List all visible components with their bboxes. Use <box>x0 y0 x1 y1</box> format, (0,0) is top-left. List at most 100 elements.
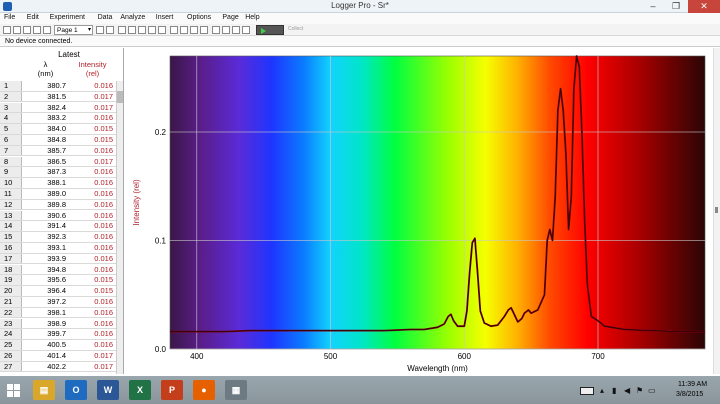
wavelength-cell[interactable]: 391.4 <box>47 221 66 231</box>
table-row[interactable]: 24 399.7 0.016 <box>0 329 116 341</box>
intensity-cell[interactable]: 0.016 <box>94 167 113 177</box>
table-row[interactable]: 1 380.7 0.016 <box>0 81 116 92</box>
wavelength-cell[interactable]: 384.8 <box>47 135 66 144</box>
table-row[interactable]: 25 400.5 0.016 <box>0 340 116 351</box>
maximize-button[interactable]: ❐ <box>671 1 681 11</box>
intensity-cell[interactable]: 0.016 <box>94 113 113 123</box>
open-file-icon[interactable] <box>13 26 21 34</box>
table-scroll-thumb[interactable] <box>117 91 123 103</box>
table-row[interactable]: 27 402.2 0.017 <box>0 361 116 373</box>
integral-icon[interactable] <box>190 26 198 34</box>
clock-date[interactable]: 3/8/2015 <box>676 391 704 398</box>
table-row[interactable]: 18 394.8 0.016 <box>0 264 116 276</box>
wavelength-cell[interactable]: 383.2 <box>47 113 66 123</box>
table-row[interactable]: 2 381.5 0.017 <box>0 91 116 103</box>
tangent-icon[interactable] <box>180 26 188 34</box>
keyboard-icon[interactable] <box>580 387 594 395</box>
volume-icon[interactable]: ◀ <box>624 386 631 395</box>
intensity-cell[interactable]: 0.016 <box>94 243 113 252</box>
autoscale-icon[interactable] <box>158 26 166 34</box>
powerpoint-icon[interactable]: P <box>161 380 183 400</box>
plot-area[interactable] <box>169 55 706 350</box>
table-row[interactable]: 11 389.0 0.016 <box>0 189 116 200</box>
examine-icon[interactable] <box>170 26 178 34</box>
wavelength-cell[interactable]: 398.1 <box>47 307 66 317</box>
chevron-up-icon[interactable]: ▴ <box>600 386 605 395</box>
menu-item-file[interactable]: File <box>4 14 16 21</box>
print-icon[interactable] <box>33 26 41 34</box>
table-row[interactable]: 15 392.3 0.016 <box>0 232 116 243</box>
wavelength-cell[interactable]: 398.9 <box>47 318 66 328</box>
windows-start-icon[interactable] <box>7 384 21 398</box>
wavelength-cell[interactable]: 397.2 <box>47 297 66 306</box>
wavelength-cell[interactable]: 385.7 <box>47 145 66 155</box>
table-row[interactable]: 16 393.1 0.016 <box>0 243 116 254</box>
intensity-cell[interactable]: 0.015 <box>94 275 113 285</box>
menu-item-insert[interactable]: Insert <box>155 14 174 21</box>
wavelength-cell[interactable]: 395.6 <box>47 275 66 285</box>
data-table[interactable]: Latest λ (nm) Intensity (rel) 1 380.7 0.016 2… <box>0 48 124 374</box>
wavelength-cell[interactable]: 392.3 <box>47 232 66 242</box>
intensity-cell[interactable]: 0.015 <box>94 286 113 296</box>
intensity-cell[interactable]: 0.016 <box>94 307 113 317</box>
intensity-cell[interactable]: 0.017 <box>94 102 113 112</box>
intensity-cell[interactable]: 0.017 <box>94 361 113 371</box>
menu-item-help[interactable]: Help <box>245 14 260 21</box>
curve-fit-icon[interactable] <box>222 26 230 34</box>
spectrum-graph[interactable]: 400 500 600 700 0.0 0.1 0.2 Wavelength (nm) In… <box>125 48 713 374</box>
table-row[interactable]: 7 385.7 0.016 <box>0 145 116 157</box>
table-row[interactable]: 13 390.6 0.016 <box>0 210 116 222</box>
intensity-cell[interactable]: 0.016 <box>94 178 113 188</box>
menu-item-experiment[interactable]: Experiment <box>49 14 85 21</box>
wavelength-cell[interactable]: 402.2 <box>47 361 66 371</box>
intensity-cell[interactable]: 0.015 <box>94 135 113 144</box>
wavelength-cell[interactable]: 387.3 <box>47 167 66 177</box>
table-row[interactable]: 5 384.0 0.015 <box>0 124 116 135</box>
column-header-intensity[interactable]: Intensity (rel) <box>69 60 116 78</box>
menu-item-page[interactable]: Page <box>222 14 239 21</box>
table-row[interactable]: 19 395.6 0.015 <box>0 275 116 287</box>
table-row[interactable]: 22 398.1 0.016 <box>0 307 116 319</box>
clock-time[interactable]: 11:39 AM <box>678 381 708 388</box>
wavelength-cell[interactable]: 394.8 <box>47 264 66 274</box>
table-row[interactable]: 26 401.4 0.017 <box>0 351 116 362</box>
table-row[interactable]: 9 387.3 0.016 <box>0 167 116 179</box>
intensity-cell[interactable]: 0.015 <box>94 124 113 134</box>
collect-button[interactable] <box>256 25 284 35</box>
wavelength-cell[interactable]: 399.7 <box>47 329 66 339</box>
table-row[interactable]: 20 396.4 0.015 <box>0 286 116 297</box>
intensity-cell[interactable]: 0.017 <box>94 351 113 360</box>
wavelength-cell[interactable]: 390.6 <box>47 210 66 220</box>
intensity-cell[interactable]: 0.017 <box>94 156 113 166</box>
column-header-wavelength[interactable]: λ (nm) <box>22 60 69 78</box>
table-row[interactable]: 10 388.1 0.016 <box>0 178 116 189</box>
data-table-icon[interactable] <box>118 26 126 34</box>
zoom-in-icon[interactable] <box>138 26 146 34</box>
intensity-cell[interactable]: 0.016 <box>94 189 113 198</box>
intensity-cell[interactable]: 0.016 <box>94 210 113 220</box>
word-icon[interactable]: W <box>97 380 119 400</box>
table-row[interactable]: 12 389.8 0.016 <box>0 199 116 211</box>
file-explorer-icon[interactable]: ▤ <box>33 380 55 400</box>
intensity-cell[interactable]: 0.016 <box>94 145 113 155</box>
intensity-cell[interactable]: 0.016 <box>94 297 113 306</box>
wavelength-cell[interactable]: 389.0 <box>47 189 66 198</box>
wavelength-cell[interactable]: 380.7 <box>47 81 66 90</box>
intensity-cell[interactable]: 0.016 <box>94 221 113 231</box>
page-select[interactable]: Page 1 ▾ <box>54 25 93 35</box>
wavelength-cell[interactable]: 389.8 <box>47 199 66 209</box>
table-row[interactable]: 6 384.8 0.015 <box>0 135 116 146</box>
wavelength-cell[interactable]: 382.4 <box>47 102 66 112</box>
dataset-name[interactable]: Latest <box>58 50 80 59</box>
intensity-cell[interactable]: 0.016 <box>94 199 113 209</box>
zoom-out-icon[interactable] <box>148 26 156 34</box>
new-file-icon[interactable] <box>3 26 11 34</box>
scroll-grip-icon[interactable] <box>715 207 718 213</box>
fft-icon[interactable] <box>242 26 250 34</box>
table-row[interactable]: 21 397.2 0.016 <box>0 297 116 308</box>
y-axis-label[interactable]: Intensity (rel) <box>132 179 141 226</box>
save-icon[interactable] <box>23 26 31 34</box>
wavelength-cell[interactable]: 393.1 <box>47 243 66 252</box>
intensity-cell[interactable]: 0.016 <box>94 264 113 274</box>
firefox-icon[interactable]: ● <box>193 380 215 400</box>
